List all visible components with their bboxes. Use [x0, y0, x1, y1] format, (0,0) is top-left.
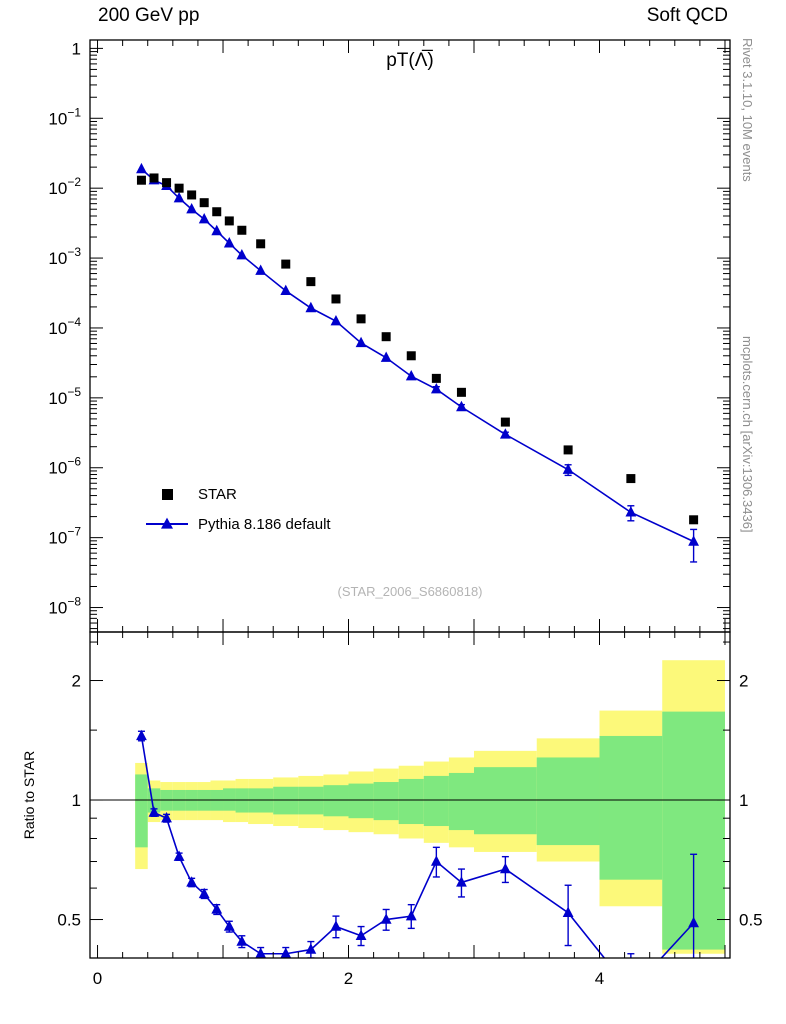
- process-group-label: Soft QCD: [646, 5, 728, 26]
- svg-text:10−8: 10−8: [48, 595, 81, 618]
- plot-title: pT(Λ̅): [386, 50, 434, 71]
- legend: STAR Pythia 8.186 default: [146, 479, 331, 539]
- svg-text:0.5: 0.5: [57, 911, 81, 930]
- legend-label-pythia: Pythia 8.186 default: [198, 515, 331, 533]
- ratio-axis-label: Ratio to STAR: [21, 750, 37, 840]
- svg-text:10−2: 10−2: [48, 175, 81, 198]
- svg-text:10−5: 10−5: [48, 385, 81, 408]
- legend-label-star: STAR: [198, 485, 237, 503]
- svg-text:1: 1: [72, 791, 81, 810]
- svg-text:0.5: 0.5: [739, 911, 763, 930]
- svg-text:4: 4: [595, 969, 604, 988]
- star-square-marker-icon: [161, 488, 173, 500]
- svg-text:1: 1: [72, 39, 81, 58]
- svg-text:10−4: 10−4: [48, 315, 81, 338]
- svg-text:2: 2: [72, 672, 81, 691]
- svg-text:10−1: 10−1: [48, 105, 81, 128]
- svg-text:10−6: 10−6: [48, 455, 81, 478]
- svg-text:1: 1: [739, 791, 748, 810]
- pythia-line-marker-icon: [146, 517, 188, 529]
- svg-text:2: 2: [739, 672, 748, 691]
- rivet-version-label: Rivet 3.1.10, 10M events: [740, 38, 755, 182]
- svg-text:0: 0: [93, 969, 102, 988]
- mcplots-reference-label: mcplots.cern.ch [arXiv:1306.3436]: [740, 336, 755, 533]
- beam-energy-label: 200 GeV pp: [98, 5, 200, 26]
- legend-item-star: STAR: [146, 479, 331, 509]
- legend-item-pythia: Pythia 8.186 default: [146, 509, 331, 539]
- svg-text:10−3: 10−3: [48, 245, 81, 268]
- svg-text:10−7: 10−7: [48, 525, 81, 548]
- analysis-watermark: (STAR_2006_S6860818): [337, 584, 483, 599]
- svg-text:2: 2: [344, 969, 353, 988]
- pythia-triangle-marker-icon: [161, 517, 173, 529]
